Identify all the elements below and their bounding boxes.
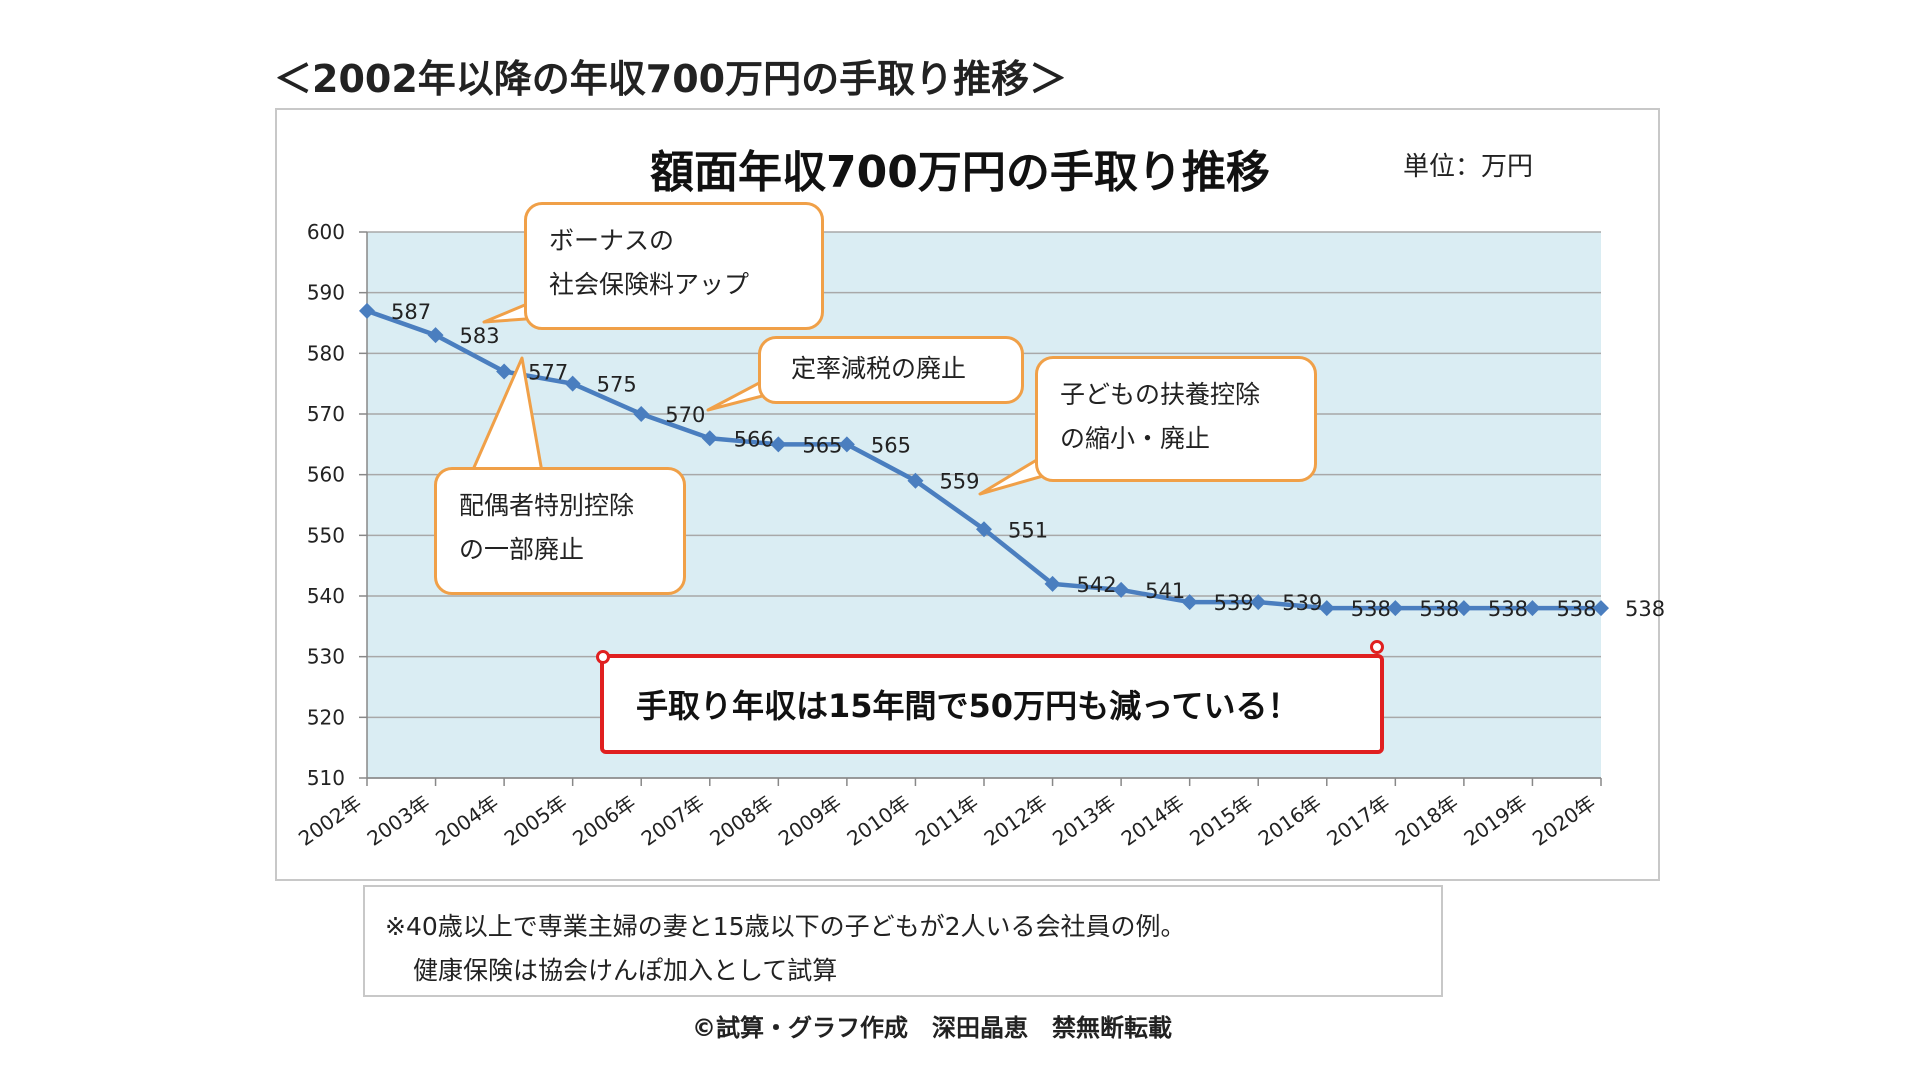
- x-tick-label: 2014年: [1117, 790, 1189, 850]
- data-label: 565: [802, 433, 842, 457]
- callout-dependent-deduction: 子どもの扶養控除 の縮小・廃止: [1035, 356, 1317, 482]
- x-tick-label: 2003年: [363, 790, 435, 850]
- callout-bonus-insurance: ボーナスの 社会保険料アップ: [524, 202, 824, 330]
- callout-line: の一部廃止: [459, 535, 585, 564]
- y-tick-label: 540: [307, 584, 345, 608]
- y-tick-label: 570: [307, 402, 345, 426]
- x-tick-label: 2002年: [294, 790, 366, 850]
- x-tick-label: 2009年: [774, 790, 846, 850]
- data-point: [838, 436, 855, 453]
- data-label: 538: [1488, 597, 1528, 621]
- data-label: 577: [528, 361, 568, 385]
- data-point: [976, 521, 992, 538]
- x-tick-label: 2015年: [1185, 790, 1257, 850]
- x-tick-label: 2007年: [637, 790, 709, 850]
- data-point: [427, 327, 444, 344]
- callout-line: 社会保険料アップ: [549, 270, 750, 299]
- data-label: 538: [1625, 597, 1665, 621]
- unit-label: 単位：万円: [1403, 152, 1534, 182]
- data-point: [633, 406, 650, 422]
- data-label: 551: [1008, 518, 1048, 542]
- y-tick-label: 560: [307, 463, 345, 487]
- callout-line: の縮小・廃止: [1060, 424, 1211, 453]
- footnote-line: 健康保険は協会けんぽ加入として試算: [413, 956, 838, 985]
- data-point: [1250, 594, 1267, 611]
- chart-title: 額面年収700万円の手取り推移: [650, 147, 1270, 198]
- data-point: [564, 375, 581, 392]
- x-tick-label: 2012年: [980, 790, 1052, 850]
- footnote-box: ※40歳以上で専業主婦の妻と15歳以下の子どもが2人いる会社員の例。 健康保険は…: [363, 885, 1443, 997]
- x-tick-label: 2018年: [1391, 790, 1463, 850]
- y-tick-label: 530: [307, 645, 345, 669]
- data-point: [1113, 581, 1130, 598]
- data-label: 566: [734, 427, 774, 451]
- data-point: [907, 472, 924, 489]
- x-tick-label: 2005年: [500, 790, 572, 850]
- highlight-banner: 手取り年収は15年間で50万円も減っている！: [600, 654, 1384, 754]
- data-label: 559: [939, 470, 979, 494]
- data-point: [1524, 600, 1541, 617]
- y-tick-label: 580: [307, 341, 345, 365]
- footnote-line: ※40歳以上で専業主婦の妻と15歳以下の子どもが2人いる会社員の例。: [385, 912, 1186, 941]
- data-point: [770, 436, 787, 453]
- x-tick-label: 2017年: [1322, 790, 1394, 850]
- y-tick-label: 550: [307, 523, 345, 547]
- x-tick-label: 2020年: [1528, 790, 1600, 850]
- callout-spouse-deduction: 配偶者特別控除 の一部廃止: [434, 467, 686, 595]
- data-point: [359, 302, 375, 319]
- page-title: ＜2002年以降の年収700万円の手取り推移＞: [274, 57, 1068, 101]
- data-point: [1181, 594, 1198, 611]
- banner-curl-icon: [1370, 640, 1384, 654]
- callout-line: 配偶者特別控除: [459, 491, 635, 520]
- data-label: 538: [1556, 597, 1596, 621]
- callout-line: ボーナスの: [549, 226, 675, 255]
- data-label: 539: [1214, 591, 1254, 615]
- data-point: [1318, 600, 1335, 617]
- data-label: 542: [1077, 573, 1117, 597]
- y-tick-label: 590: [307, 281, 345, 305]
- data-label: 583: [460, 324, 500, 348]
- x-tick-label: 2011年: [911, 790, 983, 850]
- x-tick-label: 2004年: [431, 790, 503, 850]
- data-label: 538: [1419, 597, 1459, 621]
- x-tick-label: 2010年: [842, 790, 914, 850]
- data-label: 565: [871, 433, 911, 457]
- credit-line: ©試算・グラフ作成 深田晶恵 禁無断転載: [692, 1014, 1172, 1042]
- data-point: [1455, 600, 1472, 617]
- callout-line: 子どもの扶養控除: [1060, 380, 1261, 409]
- data-point: [496, 363, 513, 380]
- y-tick-label: 510: [307, 766, 345, 790]
- x-tick-label: 2006年: [568, 790, 640, 850]
- y-tick-label: 600: [307, 220, 345, 244]
- data-label: 570: [665, 403, 705, 427]
- banner-curl-icon: [596, 650, 610, 664]
- data-point: [1387, 600, 1404, 617]
- data-label: 538: [1351, 597, 1391, 621]
- data-point: [1593, 600, 1609, 617]
- x-tick-label: 2016年: [1254, 790, 1326, 850]
- callout-fixed-rate-tax-cut-abolished: 定率減税の廃止: [758, 336, 1024, 404]
- data-point: [1044, 575, 1061, 592]
- y-tick-label: 520: [307, 705, 345, 729]
- x-tick-label: 2013年: [1048, 790, 1120, 850]
- data-point: [701, 430, 718, 447]
- data-label: 575: [597, 373, 637, 397]
- x-tick-label: 2008年: [705, 790, 777, 850]
- callout-line: 定率減税の廃止: [791, 354, 967, 383]
- x-tick-label: 2019年: [1459, 790, 1531, 850]
- data-label: 541: [1145, 579, 1185, 603]
- data-label: 539: [1282, 591, 1322, 615]
- data-label: 587: [391, 300, 431, 324]
